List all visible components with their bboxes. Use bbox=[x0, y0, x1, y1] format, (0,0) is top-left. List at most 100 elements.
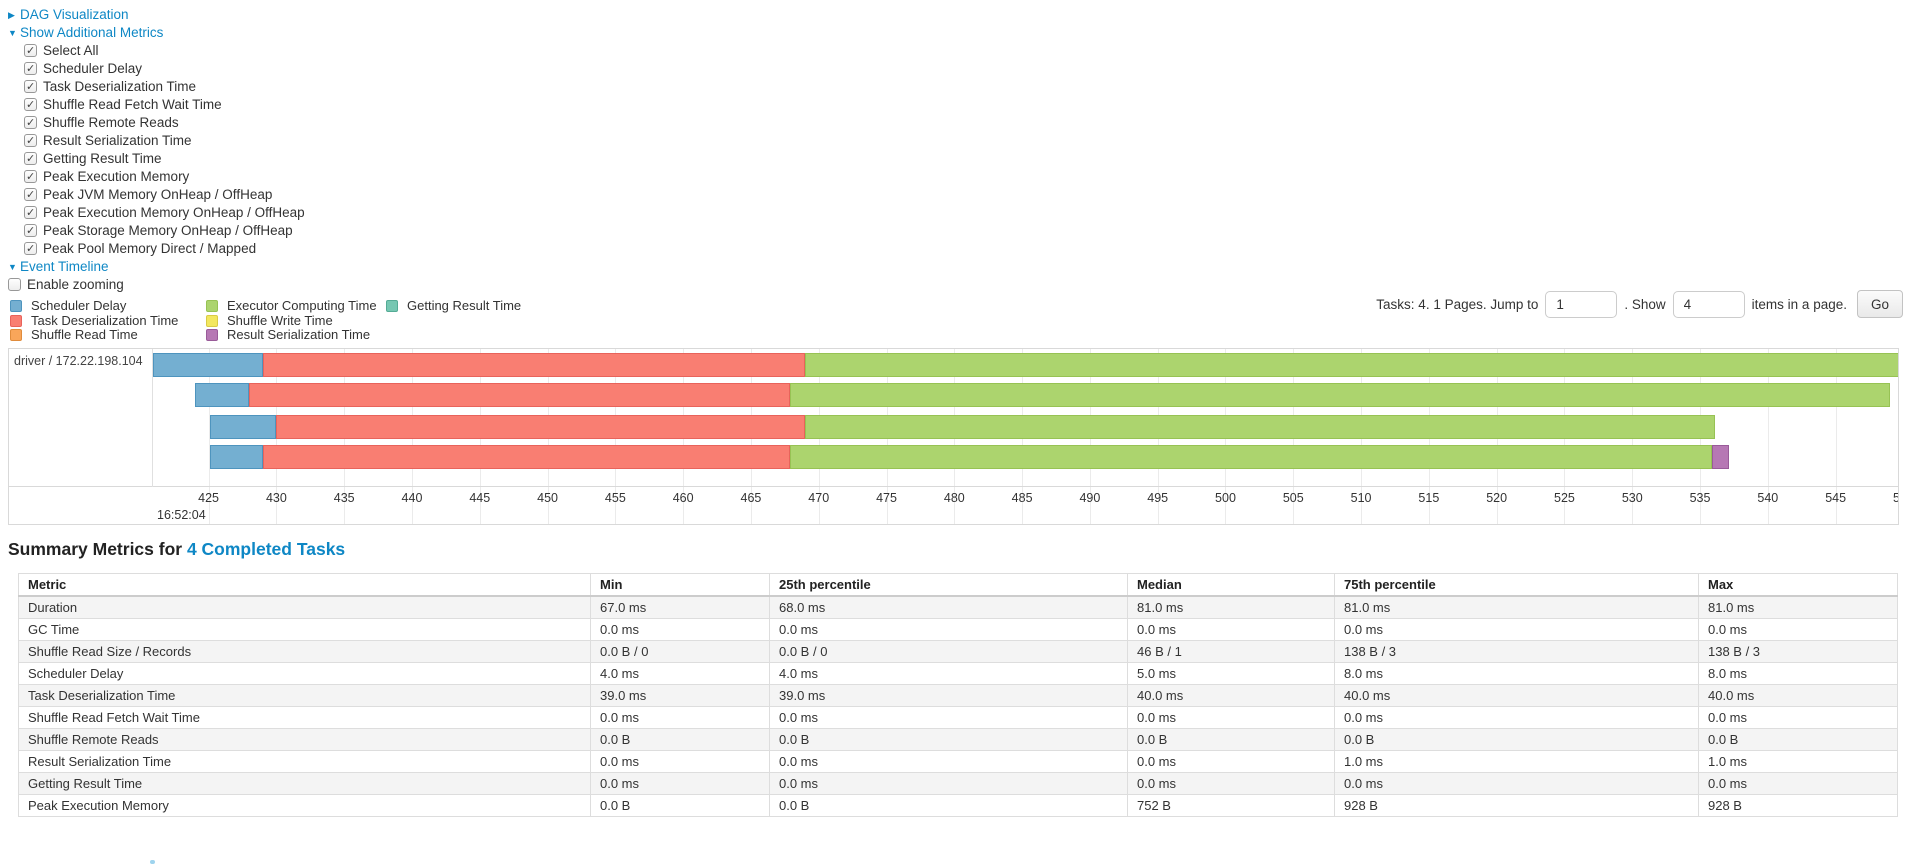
enable-zooming-checkbox[interactable] bbox=[8, 278, 21, 291]
table-cell: 138 B / 3 bbox=[1334, 640, 1699, 663]
deserialization-swatch bbox=[10, 314, 22, 327]
timeline-legend: Scheduler Delay Task Deserialization Time… bbox=[0, 298, 1907, 343]
metric-checkbox-row: Peak Execution Memory bbox=[8, 168, 1907, 186]
timeline-plot: 425 430 435 440 445 450 455 460 465 470 475 480 485 4… bbox=[153, 349, 1898, 524]
table-row: GC Time 0.0 ms 0.0 ms 0.0 ms 0.0 ms 0.0 ms bbox=[18, 618, 1898, 641]
metric-checkbox[interactable] bbox=[24, 240, 37, 258]
metric-checkbox[interactable] bbox=[24, 222, 37, 240]
table-cell: 138 B / 3 bbox=[1698, 640, 1898, 663]
metric-checkbox[interactable] bbox=[24, 186, 37, 204]
timeline-tick-label: 475 bbox=[876, 491, 897, 505]
event-timeline-link[interactable]: Event Timeline bbox=[20, 259, 109, 274]
timeline-tick-label: 445 bbox=[469, 491, 491, 505]
metric-checkbox[interactable] bbox=[24, 114, 37, 132]
metric-checkbox-row: Task Deserialization Time bbox=[8, 78, 1907, 96]
task-bar-segment-executor_computing[interactable] bbox=[805, 415, 1715, 439]
metric-checkbox-row: Peak Storage Memory OnHeap / OffHeap bbox=[8, 222, 1907, 240]
task-bar-segment-deserialization[interactable] bbox=[249, 383, 791, 407]
table-cell: 0.0 B bbox=[769, 794, 1128, 817]
table-cell: 0.0 ms bbox=[1698, 618, 1898, 641]
table-cell: 1.0 ms bbox=[1698, 750, 1898, 773]
timeline-tick-label: 455 bbox=[604, 491, 626, 505]
metric-checkbox[interactable] bbox=[24, 132, 37, 150]
items-per-page-input[interactable] bbox=[1672, 290, 1745, 318]
table-cell: 39.0 ms bbox=[590, 684, 770, 707]
timeline-tick-label: 540 bbox=[1757, 491, 1779, 505]
clipped-next-section bbox=[150, 860, 155, 864]
table-cell: 0.0 ms bbox=[1127, 618, 1335, 641]
table-cell: 0.0 ms bbox=[1334, 772, 1699, 795]
pagination-text-before: Tasks: 4. 1 Pages. Jump to bbox=[1376, 296, 1539, 312]
metric-checkbox[interactable] bbox=[24, 78, 37, 96]
metric-checkbox[interactable] bbox=[24, 42, 37, 60]
timeline-tick-label: 460 bbox=[672, 491, 694, 505]
table-cell: 81.0 ms bbox=[1334, 595, 1699, 619]
legend-label: Executor Computing Time bbox=[227, 298, 377, 313]
metric-checkbox[interactable] bbox=[24, 150, 37, 168]
task-bar-segment-deserialization[interactable] bbox=[262, 353, 806, 377]
show-additional-metrics-link[interactable]: Show Additional Metrics bbox=[20, 25, 164, 40]
table-cell: GC Time bbox=[18, 618, 591, 641]
legend-column: Executor Computing Time Shuffle Write Tim… bbox=[206, 298, 386, 343]
timeline-tick-label: 490 bbox=[1079, 491, 1101, 505]
chevron-right-icon: ▶ bbox=[8, 10, 15, 20]
metric-checkbox[interactable] bbox=[24, 168, 37, 186]
table-cell: 0.0 ms bbox=[1334, 706, 1699, 729]
dag-visualization-toggle[interactable]: ▶ DAG Visualization bbox=[8, 6, 1907, 24]
metric-checkbox-label: Getting Result Time bbox=[43, 151, 162, 166]
table-row: Result Serialization Time 0.0 ms 0.0 ms 0.0… bbox=[18, 750, 1898, 773]
dag-visualization-link[interactable]: DAG Visualization bbox=[20, 7, 129, 22]
table-cell: 0.0 B / 0 bbox=[769, 640, 1128, 663]
jump-to-page-input[interactable] bbox=[1545, 290, 1618, 318]
metric-checkbox[interactable] bbox=[24, 96, 37, 114]
legend-label: Shuffle Write Time bbox=[227, 312, 333, 328]
task-bar-segment-result_serialization[interactable] bbox=[1712, 445, 1729, 469]
pagination-text-mid: . Show bbox=[1624, 296, 1666, 312]
go-button[interactable]: Go bbox=[1856, 290, 1903, 318]
metric-checkbox-label: Task Deserialization Time bbox=[43, 79, 197, 94]
table-header-cell: Median bbox=[1127, 573, 1335, 597]
task-bar-segment-scheduler_delay[interactable] bbox=[209, 415, 277, 439]
table-body: Duration 67.0 ms 68.0 ms 81.0 ms 81.0 ms 81.0… bbox=[18, 595, 1898, 817]
table-cell: 752 B bbox=[1127, 794, 1335, 817]
timeline-tick-label: 515 bbox=[1418, 491, 1440, 505]
event-timeline-toggle[interactable]: ▼ Event Timeline bbox=[8, 258, 1907, 276]
metric-checkbox-label: Select All bbox=[43, 43, 99, 58]
task-bar-segment-deserialization[interactable] bbox=[262, 445, 791, 469]
table-cell: Task Deserialization Time bbox=[18, 684, 591, 707]
table-row: Shuffle Remote Reads 0.0 B 0.0 B 0.0 B 0.0 B… bbox=[18, 728, 1898, 751]
table-row: Scheduler Delay 4.0 ms 4.0 ms 5.0 ms 8.0 ms 8… bbox=[18, 662, 1898, 685]
table-cell: 0.0 B bbox=[590, 794, 770, 817]
table-row: Duration 67.0 ms 68.0 ms 81.0 ms 81.0 ms 81.0… bbox=[18, 595, 1898, 619]
task-bar-segment-scheduler_delay[interactable] bbox=[153, 353, 263, 377]
legend-label: Getting Result Time bbox=[407, 298, 522, 313]
metric-checkbox[interactable] bbox=[24, 60, 37, 78]
timeline-gridline bbox=[1835, 349, 1837, 524]
legend-item: Scheduler Delay bbox=[10, 298, 206, 314]
task-bar-segment-scheduler_delay[interactable] bbox=[209, 445, 263, 469]
timeline-gridline bbox=[1767, 349, 1769, 524]
legend-item: Executor Computing Time bbox=[206, 298, 386, 314]
table-cell: 39.0 ms bbox=[769, 684, 1128, 707]
timeline-tick-label: 545 bbox=[1825, 491, 1847, 505]
task-bar-segment-executor_computing[interactable] bbox=[805, 353, 1898, 377]
timeline-tick-label: 435 bbox=[333, 491, 355, 505]
table-cell: 1.0 ms bbox=[1334, 750, 1699, 773]
chevron-down-icon: ▼ bbox=[8, 28, 17, 38]
metric-checkbox-label: Peak Execution Memory OnHeap / OffHeap bbox=[43, 205, 305, 220]
completed-tasks-link[interactable]: 4 Completed Tasks bbox=[186, 539, 346, 559]
task-bar-segment-executor_computing[interactable] bbox=[790, 445, 1713, 469]
timeline-tick-label: 430 bbox=[265, 491, 287, 505]
metric-checkbox-label: Peak Pool Memory Direct / Mapped bbox=[43, 241, 257, 256]
table-cell: 928 B bbox=[1334, 794, 1699, 817]
task-bar-segment-deserialization[interactable] bbox=[276, 415, 806, 439]
metric-checkbox-row: Scheduler Delay bbox=[8, 60, 1907, 78]
table-cell: 0.0 B bbox=[769, 728, 1128, 751]
show-additional-metrics-toggle[interactable]: ▼ Show Additional Metrics bbox=[8, 24, 1907, 42]
metric-checkbox[interactable] bbox=[24, 204, 37, 222]
summary-metrics-table: Metric Min 25th percentile Median 75th perce… bbox=[18, 573, 1898, 817]
table-cell: 0.0 ms bbox=[590, 706, 770, 729]
task-bar-segment-executor_computing[interactable] bbox=[790, 383, 1890, 407]
table-header-cell: 75th percentile bbox=[1334, 573, 1699, 597]
task-bar-segment-scheduler_delay[interactable] bbox=[195, 383, 250, 407]
